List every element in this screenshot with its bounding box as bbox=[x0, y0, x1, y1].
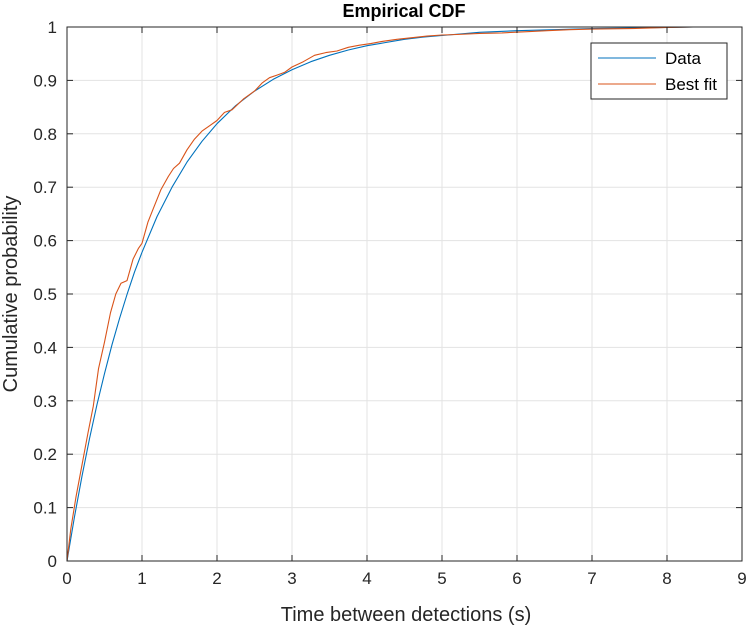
x-tick-label: 7 bbox=[587, 569, 596, 588]
y-tick-label: 0.1 bbox=[33, 499, 57, 518]
y-tick-labels: 0 0.1 0.2 0.3 0.4 0.5 0.6 0.7 0.8 0.9 1 bbox=[33, 18, 57, 571]
legend-label-best-fit: Best fit bbox=[665, 75, 717, 94]
legend-box bbox=[590, 42, 728, 100]
grid-lines bbox=[67, 27, 742, 561]
x-tick-label: 6 bbox=[512, 569, 521, 588]
y-tick-label: 0.4 bbox=[33, 338, 57, 357]
y-tick-label: 0.7 bbox=[33, 178, 57, 197]
legend-label-data: Data bbox=[665, 49, 701, 68]
x-tick-label: 4 bbox=[362, 569, 371, 588]
y-tick-label: 0.2 bbox=[33, 445, 57, 464]
y-tick-label: 0.3 bbox=[33, 392, 57, 411]
x-tick-label: 5 bbox=[437, 569, 446, 588]
x-tick-label: 9 bbox=[737, 569, 746, 588]
y-tick-label: 1 bbox=[48, 18, 57, 37]
y-tick-label: 0 bbox=[48, 552, 57, 571]
series-line-best-fit bbox=[66, 26, 694, 562]
x-axis-label: Time between detections (s) bbox=[281, 604, 531, 626]
y-tick-label: 0.5 bbox=[33, 285, 57, 304]
y-tick-label: 0.6 bbox=[33, 232, 57, 251]
y-axis-label: Cumulative probability bbox=[0, 196, 22, 393]
y-tick-label: 0.8 bbox=[33, 125, 57, 144]
chart-title: Empirical CDF bbox=[342, 1, 465, 21]
x-tick-label: 2 bbox=[212, 569, 221, 588]
y-tick-label: 0.9 bbox=[33, 71, 57, 90]
x-tick-label: 0 bbox=[62, 569, 71, 588]
legend: Data Best fit bbox=[590, 42, 728, 100]
x-tick-label: 8 bbox=[662, 569, 671, 588]
x-tick-labels: 0 1 2 3 4 5 6 7 8 9 bbox=[62, 569, 746, 588]
x-tick-label: 1 bbox=[137, 569, 146, 588]
x-tick-label: 3 bbox=[287, 569, 296, 588]
tick-marks bbox=[66, 26, 743, 562]
series-layer bbox=[66, 26, 694, 562]
